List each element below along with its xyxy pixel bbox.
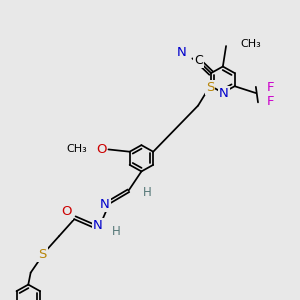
Text: N: N (219, 87, 229, 100)
Text: CH₃: CH₃ (66, 144, 87, 154)
Text: O: O (61, 206, 72, 218)
Text: N: N (177, 46, 187, 59)
Text: N: N (93, 219, 103, 232)
Text: F: F (267, 81, 274, 94)
Text: N: N (100, 198, 110, 211)
Text: F: F (267, 95, 274, 108)
Text: H: H (142, 186, 151, 199)
Text: O: O (96, 143, 106, 156)
Text: S: S (206, 81, 214, 94)
Text: S: S (38, 248, 47, 261)
Text: C: C (194, 54, 203, 67)
Text: H: H (112, 225, 121, 238)
Text: CH₃: CH₃ (240, 39, 261, 49)
